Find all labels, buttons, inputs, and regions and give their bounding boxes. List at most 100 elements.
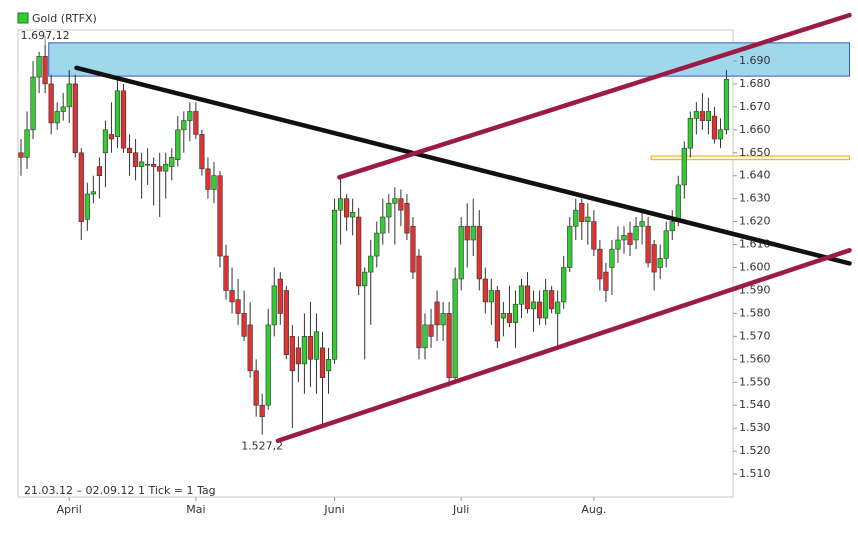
candle-body	[96, 166, 102, 177]
candle-body	[446, 313, 452, 378]
y-tick-label: 1.640	[739, 169, 771, 182]
candle-body	[199, 134, 205, 170]
candle-body	[24, 129, 30, 158]
candle-body	[217, 175, 223, 257]
x-tick-label: April	[57, 503, 82, 516]
candle-body	[36, 56, 42, 78]
candle-body	[579, 202, 585, 222]
candle-body	[313, 331, 320, 360]
candle-body	[277, 278, 283, 314]
candle-body	[555, 301, 561, 314]
candle-body	[66, 83, 72, 108]
candle-body	[78, 152, 84, 222]
candle-body	[331, 209, 338, 360]
candle-body	[675, 184, 681, 222]
candle-body	[699, 111, 705, 121]
x-tick-label: Juni	[323, 503, 344, 516]
candle-body	[681, 147, 687, 186]
y-tick-label: 1.620	[739, 215, 771, 228]
candle-body	[567, 225, 573, 268]
candle-body	[247, 324, 253, 372]
candle-body	[717, 129, 724, 140]
candle-body	[705, 111, 712, 121]
candle-body	[319, 347, 326, 378]
y-tick-label: 1.580	[739, 306, 771, 319]
candle-body	[494, 290, 500, 342]
candle-body	[669, 221, 675, 232]
candle-body	[386, 202, 392, 218]
candle-body	[488, 290, 494, 303]
candle-body	[470, 225, 476, 241]
candle-body	[151, 163, 157, 167]
candle-body	[591, 221, 597, 250]
candle-body	[434, 301, 440, 326]
candle-body	[603, 271, 609, 291]
candle-body	[440, 313, 446, 326]
candle-body	[639, 221, 645, 227]
candle-body	[633, 225, 639, 241]
candle-body	[253, 370, 259, 406]
candle-body	[374, 232, 380, 257]
candle-body	[597, 248, 603, 280]
candle-body	[561, 267, 567, 303]
candle-body	[585, 216, 591, 222]
candle-body	[428, 324, 434, 337]
candle-body	[132, 152, 139, 167]
candle-body	[476, 225, 482, 280]
y-tick-label: 1.570	[739, 329, 771, 342]
candle-body	[211, 175, 217, 190]
candle-body	[416, 255, 422, 349]
candle-body	[289, 336, 295, 372]
candle-body	[368, 255, 374, 273]
candle-body	[530, 301, 537, 310]
y-tick-label: 1.690	[739, 54, 771, 67]
candle-body	[518, 285, 525, 305]
candle-body	[283, 290, 289, 356]
candle-body	[84, 193, 90, 220]
y-tick-label: 1.650	[739, 146, 771, 159]
candle-body	[506, 313, 513, 323]
candle-body	[657, 258, 663, 268]
y-tick-label: 1.530	[739, 421, 771, 434]
candle-body	[157, 166, 163, 172]
candle-body	[482, 278, 488, 303]
candle-body	[543, 290, 549, 319]
low-label: 1.527,2	[241, 440, 283, 453]
candle-body	[114, 90, 121, 138]
y-tick-label: 1.630	[739, 192, 771, 205]
candle-body	[259, 404, 265, 417]
x-tick-label: Juli	[452, 503, 469, 516]
candle-body	[356, 216, 362, 287]
candle-body	[48, 83, 54, 124]
candle-body	[18, 152, 24, 158]
candle-body	[362, 271, 368, 287]
y-tick-label: 1.550	[739, 375, 771, 388]
candle-body	[693, 111, 699, 119]
candle-body	[452, 278, 458, 378]
legend-swatch	[17, 12, 29, 24]
zone	[48, 42, 851, 77]
candle-body	[410, 225, 416, 273]
candle-body	[524, 285, 531, 310]
candle-body	[90, 191, 96, 195]
high-label: 1.697,12	[21, 29, 70, 42]
candle-body	[615, 239, 621, 250]
candle-body	[223, 255, 229, 291]
x-tick-label: Mai	[186, 503, 205, 516]
candle-body	[295, 347, 301, 365]
candle-body	[422, 324, 428, 349]
candle-body	[102, 129, 109, 154]
trendline	[74, 65, 852, 266]
x-tick-label: Aug.	[581, 503, 606, 516]
candle-body	[139, 161, 145, 167]
candle-body	[344, 198, 350, 218]
trendlines	[74, 12, 852, 444]
candle-body	[120, 90, 127, 149]
candle-body	[187, 111, 193, 121]
candle-body	[307, 336, 314, 360]
candle-body	[163, 163, 169, 172]
candle-body	[241, 313, 247, 337]
candle-body	[108, 134, 115, 140]
footer: 21.03.12 – 02.09.12 1 Tick = 1 Tag	[24, 484, 216, 497]
